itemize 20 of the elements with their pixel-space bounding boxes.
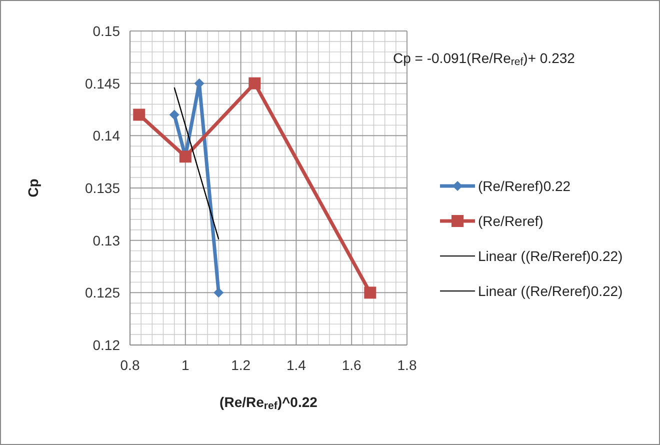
- y-tick-label: 0.125: [84, 284, 120, 301]
- y-tick-label: 0.14: [92, 128, 120, 144]
- y-tick-label: 0.15: [92, 23, 120, 39]
- y-tick-label: 0.13: [92, 232, 120, 248]
- legend-label: (Re/Reref): [478, 213, 544, 229]
- y-tick-label: 0.145: [84, 75, 120, 92]
- legend-label: (Re/Reref)0.22: [478, 178, 571, 194]
- legend-label: Linear ((Re/Reref)0.22): [478, 283, 623, 299]
- y-axis-title: Cp: [25, 178, 41, 198]
- x-tick-label: 1.8: [397, 357, 417, 373]
- y-tick-label: 0.135: [84, 180, 120, 196]
- annotation: Cp = -0.091(Re/Re$_{ref}$)+ 0.232: [393, 50, 576, 68]
- x-tick-label: 0.8: [120, 357, 140, 373]
- y-tick-label: 0.12: [92, 337, 120, 353]
- x-tick-label: 1.4: [286, 357, 306, 373]
- x-tick-label: 1.2: [231, 357, 251, 373]
- x-tick-label: 1: [182, 357, 190, 373]
- x-tick-label: 1.6: [342, 357, 362, 373]
- x-axis-title: (Re/Re$_{ref}$)^0.22: [220, 394, 318, 412]
- legend-label: Linear ((Re/Reref)0.22): [478, 248, 623, 264]
